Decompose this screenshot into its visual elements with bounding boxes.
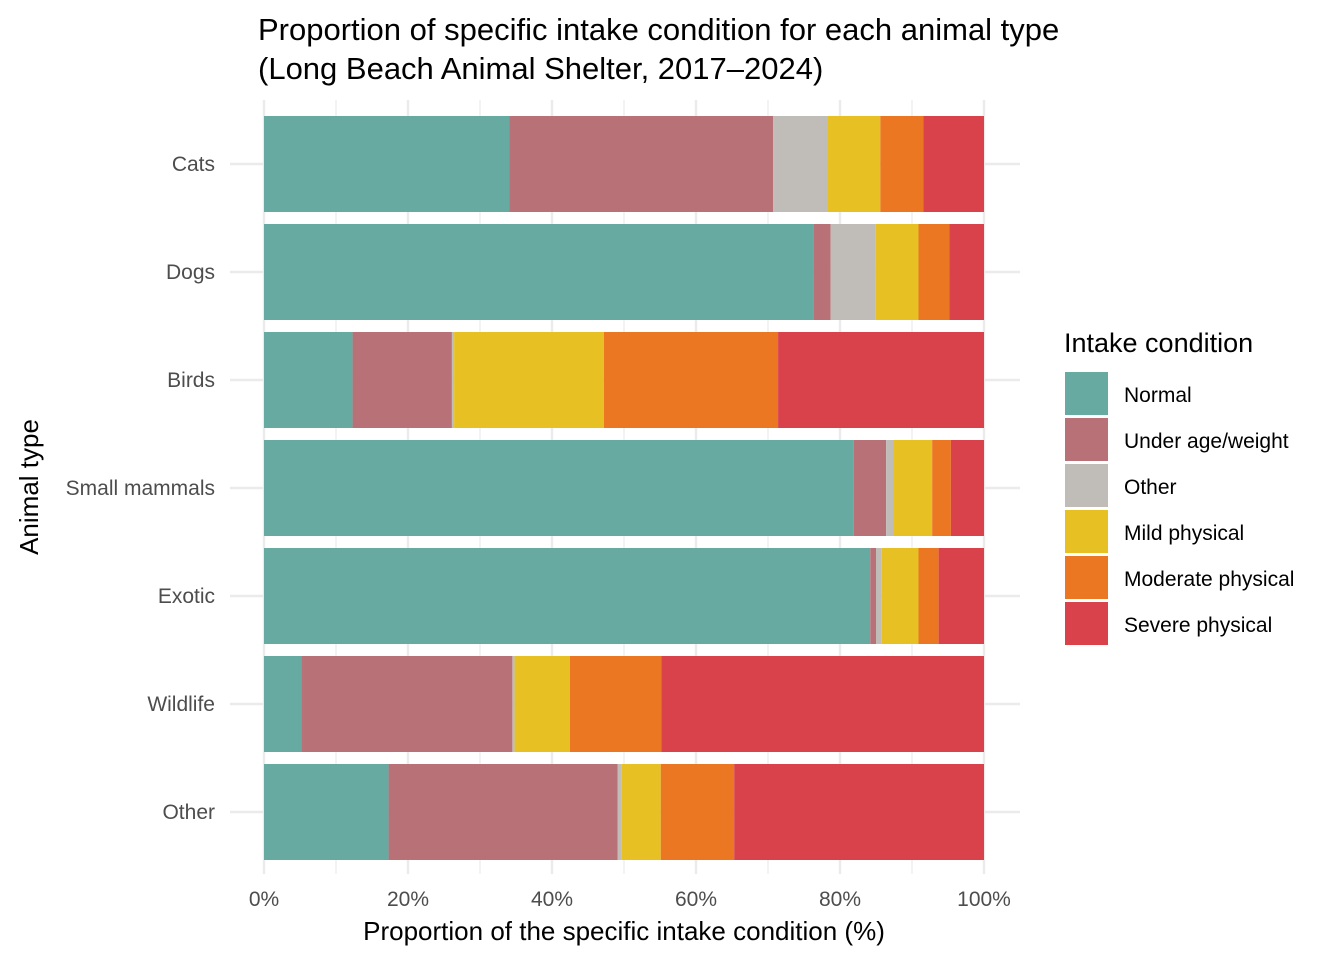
- bar-segment-exotic-normal: [264, 548, 871, 644]
- bar-segment-wildlife-severe-physical: [661, 656, 984, 752]
- bar-segment-small-mammals-moderate-physical: [932, 440, 951, 536]
- bar-segment-birds-under-age-weight: [352, 332, 452, 428]
- y-axis-title: Animal type: [14, 419, 44, 555]
- legend-label: Normal: [1124, 384, 1192, 407]
- bar-segment-other-under-age-weight: [388, 764, 618, 860]
- bar-segment-small-mammals-normal: [264, 440, 854, 536]
- bar-segment-exotic-moderate-physical: [918, 548, 939, 644]
- bar-segment-other-other: [617, 764, 622, 860]
- bar-segment-small-mammals-other: [886, 440, 894, 536]
- legend-label: Severe physical: [1124, 614, 1272, 637]
- bar-segment-other-moderate-physical: [660, 764, 735, 860]
- x-tick-label: 0%: [249, 888, 279, 911]
- y-tick-label: Wildlife: [147, 693, 215, 716]
- x-tick-label: 20%: [387, 888, 429, 911]
- x-tick-label: 40%: [531, 888, 573, 911]
- legend-title: Intake condition: [1064, 328, 1253, 358]
- bar-segment-birds-moderate-physical: [603, 332, 779, 428]
- x-tick-label: 60%: [675, 888, 717, 911]
- legend-label: Other: [1124, 476, 1177, 499]
- y-tick-label: Other: [162, 801, 215, 824]
- bar-segment-cats-under-age-weight: [509, 116, 774, 212]
- legend-key: [1065, 556, 1108, 599]
- bar-segment-dogs-moderate-physical: [918, 224, 950, 320]
- bar-segment-dogs-under-age-weight: [813, 224, 831, 320]
- legend: Intake condition Normal Under age/weight O…: [1064, 328, 1294, 645]
- y-axis-tick-labels: Cats Dogs Birds Small mammals Exotic Wildlife…: [66, 153, 215, 824]
- y-tick-label: Exotic: [158, 585, 215, 608]
- legend-key: [1065, 602, 1108, 645]
- bar-segment-small-mammals-severe-physical: [950, 440, 984, 536]
- bar-segment-exotic-severe-physical: [938, 548, 984, 644]
- legend-label: Under age/weight: [1124, 430, 1289, 453]
- legend-key: [1065, 418, 1108, 461]
- x-tick-label: 100%: [957, 888, 1011, 911]
- chart-subtitle: (Long Beach Animal Shelter, 2017–2024): [258, 51, 823, 86]
- legend-key: [1065, 510, 1108, 553]
- bar-segment-cats-normal: [264, 116, 510, 212]
- bar-segment-wildlife-other: [512, 656, 515, 752]
- bar-segment-birds-severe-physical: [778, 332, 984, 428]
- bar-segment-exotic-mild-physical: [881, 548, 919, 644]
- chart-title: Proportion of specific intake condition …: [258, 12, 1059, 47]
- bar-segment-other-mild-physical: [621, 764, 661, 860]
- bar-segment-dogs-other: [830, 224, 876, 320]
- bar-segment-dogs-severe-physical: [949, 224, 984, 320]
- x-axis-tick-labels: 0% 20% 40% 60% 80% 100%: [249, 888, 1011, 911]
- bar-segment-birds-mild-physical: [454, 332, 604, 428]
- bar-segment-wildlife-mild-physical: [514, 656, 570, 752]
- bar-segment-wildlife-moderate-physical: [570, 656, 662, 752]
- bar-segment-exotic-other: [876, 548, 882, 644]
- bar-segment-dogs-normal: [264, 224, 814, 320]
- y-tick-label: Cats: [172, 153, 215, 176]
- legend-label: Moderate physical: [1124, 568, 1294, 591]
- y-tick-label: Birds: [167, 369, 215, 392]
- bar-segment-small-mammals-under-age-weight: [853, 440, 887, 536]
- legend-key: [1065, 372, 1108, 415]
- bar-segment-cats-severe-physical: [923, 116, 984, 212]
- bar-segment-cats-mild-physical: [827, 116, 881, 212]
- stacked-bars: [264, 116, 984, 860]
- bar-segment-dogs-mild-physical: [875, 224, 919, 320]
- legend-label: Mild physical: [1124, 522, 1244, 545]
- bar-segment-small-mammals-mild-physical: [894, 440, 933, 536]
- legend-key: [1065, 464, 1108, 507]
- y-tick-label: Small mammals: [66, 477, 215, 500]
- bar-segment-cats-other: [773, 116, 828, 212]
- x-axis-title: Proportion of the specific intake condit…: [363, 916, 885, 946]
- bar-segment-birds-normal: [264, 332, 353, 428]
- bar-segment-birds-other: [451, 332, 455, 428]
- bar-segment-exotic-under-age-weight: [870, 548, 876, 644]
- y-tick-label: Dogs: [166, 261, 215, 284]
- bar-segment-other-severe-physical: [734, 764, 984, 860]
- bar-segment-cats-moderate-physical: [880, 116, 924, 212]
- bar-segment-wildlife-normal: [264, 656, 302, 752]
- bar-segment-other-normal: [264, 764, 389, 860]
- bar-segment-wildlife-under-age-weight: [301, 656, 513, 752]
- x-tick-label: 80%: [819, 888, 861, 911]
